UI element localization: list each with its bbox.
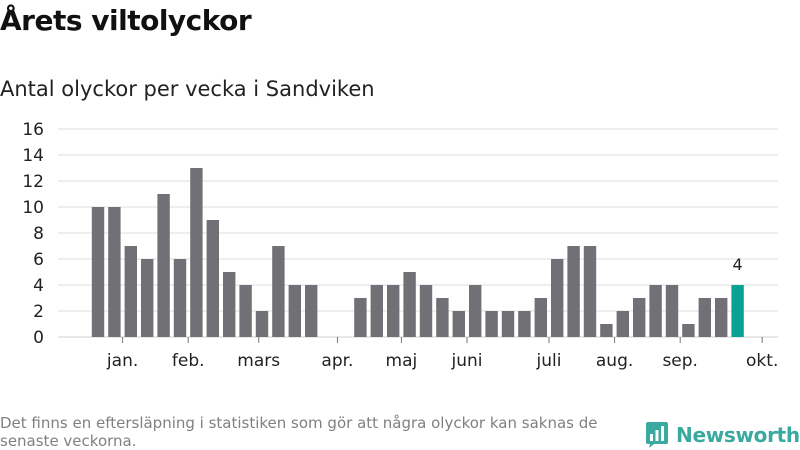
bar — [583, 246, 597, 337]
x-tick-label: sep. — [662, 351, 698, 371]
y-tick-label: 2 — [33, 302, 44, 322]
bar — [387, 285, 400, 337]
bar — [452, 311, 465, 337]
bar — [305, 285, 318, 337]
bar — [715, 298, 728, 337]
bar — [223, 272, 236, 337]
bar — [354, 298, 367, 337]
bar — [403, 272, 416, 337]
footnote: Det finns en eftersläpning i statistiken… — [0, 414, 598, 450]
bar — [485, 311, 498, 337]
bar — [141, 259, 154, 337]
y-tick-label: 0 — [33, 328, 44, 348]
y-tick-label: 16 — [22, 120, 44, 140]
bar — [124, 246, 137, 337]
bar — [567, 246, 580, 337]
label-layer: 0 2 4 6 8 10 12 14 16 4 jan. feb. mars apr. maj juni jul… — [22, 120, 778, 371]
bar — [551, 259, 564, 337]
newsworthy-logo-icon — [646, 422, 668, 448]
x-tick-label: juni — [451, 351, 483, 371]
bar — [108, 207, 121, 337]
bar — [91, 207, 105, 337]
bar-layer — [91, 168, 744, 337]
bar — [157, 194, 170, 337]
bar — [436, 298, 449, 337]
bar — [469, 285, 482, 337]
y-tick-label: 6 — [33, 250, 44, 270]
y-tick-label: 14 — [22, 146, 44, 166]
y-tick-label: 8 — [33, 224, 44, 244]
bar — [370, 285, 383, 337]
chart-title: Årets viltolyckor — [0, 4, 252, 37]
y-tick-label: 12 — [22, 172, 44, 192]
bar — [272, 246, 285, 337]
bar — [190, 168, 203, 337]
x-tick-label: okt. — [746, 351, 778, 371]
bar — [518, 311, 531, 337]
bar — [600, 324, 613, 337]
bar — [255, 311, 269, 337]
x-tick-label: jan. — [106, 351, 138, 371]
brand-logo: Newsworthy — [645, 420, 800, 450]
x-tick-label: maj — [386, 351, 418, 371]
y-tick-label: 4 — [33, 276, 44, 296]
y-tick-label: 10 — [22, 198, 44, 218]
bar — [239, 285, 252, 337]
data-label: 4 — [733, 255, 743, 274]
bar — [649, 285, 662, 337]
bar — [206, 220, 219, 337]
bar — [419, 285, 433, 337]
bar-chart: 0 2 4 6 8 10 12 14 16 4 jan. feb. mars apr. maj juni jul… — [22, 120, 778, 371]
bar — [698, 298, 711, 337]
bar — [173, 259, 187, 337]
x-tick-label: apr. — [321, 351, 353, 371]
chart-subtitle: Antal olyckor per vecka i Sandviken — [0, 77, 375, 101]
bar — [288, 285, 301, 337]
bar — [682, 324, 695, 337]
bar — [534, 298, 547, 337]
bar — [633, 298, 646, 337]
bar — [616, 311, 629, 337]
x-tick-label: juli — [536, 351, 562, 371]
brand-name: Newsworthy — [676, 423, 800, 447]
x-tick-label: feb. — [172, 351, 205, 371]
x-tick-label: mars — [237, 351, 280, 371]
bar — [501, 311, 515, 337]
bar-highlighted — [731, 285, 744, 337]
x-tick-label: aug. — [596, 351, 633, 371]
bar — [665, 285, 679, 337]
